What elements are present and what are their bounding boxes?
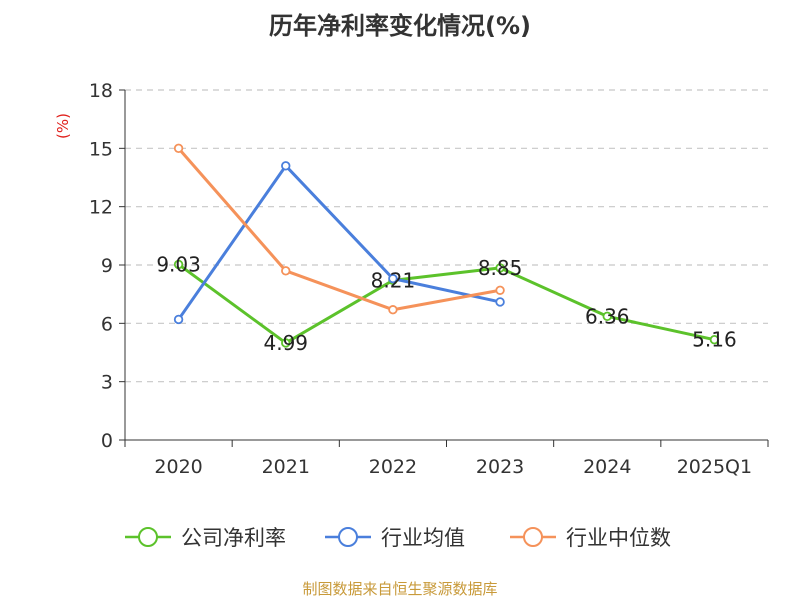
x-tick-label: 2022 — [369, 456, 417, 478]
data-label: 9.03 — [156, 252, 201, 276]
y-tick-label: 12 — [89, 197, 113, 219]
data-point — [388, 273, 398, 284]
legend-label: 公司净利率 — [181, 526, 286, 550]
legend-label: 行业均值 — [381, 526, 465, 550]
data-point — [495, 297, 505, 307]
data-point — [495, 285, 505, 295]
y-tick-label: 3 — [101, 372, 113, 394]
y-tick-label: 18 — [89, 80, 113, 102]
data-point — [495, 263, 505, 273]
source-note: 制图数据来自恒生聚源数据库 — [302, 580, 498, 598]
legend-marker — [338, 527, 358, 547]
data-label: 8.21 — [371, 268, 416, 292]
data-label: 6.36 — [585, 304, 630, 328]
series-line-0 — [177, 263, 715, 345]
series-line-1 — [177, 164, 501, 321]
data-label: 4.99 — [263, 331, 308, 355]
data-label: 8.85 — [478, 256, 523, 280]
legend-marker — [523, 527, 543, 547]
data-point — [709, 334, 720, 345]
chart-title: 历年净利率变化情况(%) — [269, 12, 531, 40]
data-point — [602, 311, 612, 322]
series-line-2 — [177, 147, 501, 312]
y-axis-label: (%) — [54, 113, 72, 139]
data-point — [281, 161, 291, 171]
x-tick-label: 2025Q1 — [677, 456, 752, 478]
y-tick-label: 9 — [101, 255, 113, 277]
legend-marker — [138, 527, 158, 547]
x-tick-label: 2021 — [262, 456, 310, 478]
data-point — [281, 338, 291, 348]
data-point — [173, 143, 184, 154]
x-tick-label: 2023 — [476, 456, 524, 478]
data-point — [173, 314, 184, 325]
data-point — [281, 266, 291, 276]
x-tick-label: 2024 — [583, 456, 631, 478]
data-point — [388, 305, 398, 315]
y-tick-label: 15 — [89, 138, 113, 160]
x-tick-label: 2020 — [154, 456, 202, 478]
data-point — [173, 259, 184, 270]
data-label: 5.16 — [692, 328, 737, 352]
legend-label: 行业中位数 — [566, 526, 671, 550]
y-tick-label: 6 — [101, 313, 113, 335]
y-tick-label: 0 — [101, 430, 113, 452]
